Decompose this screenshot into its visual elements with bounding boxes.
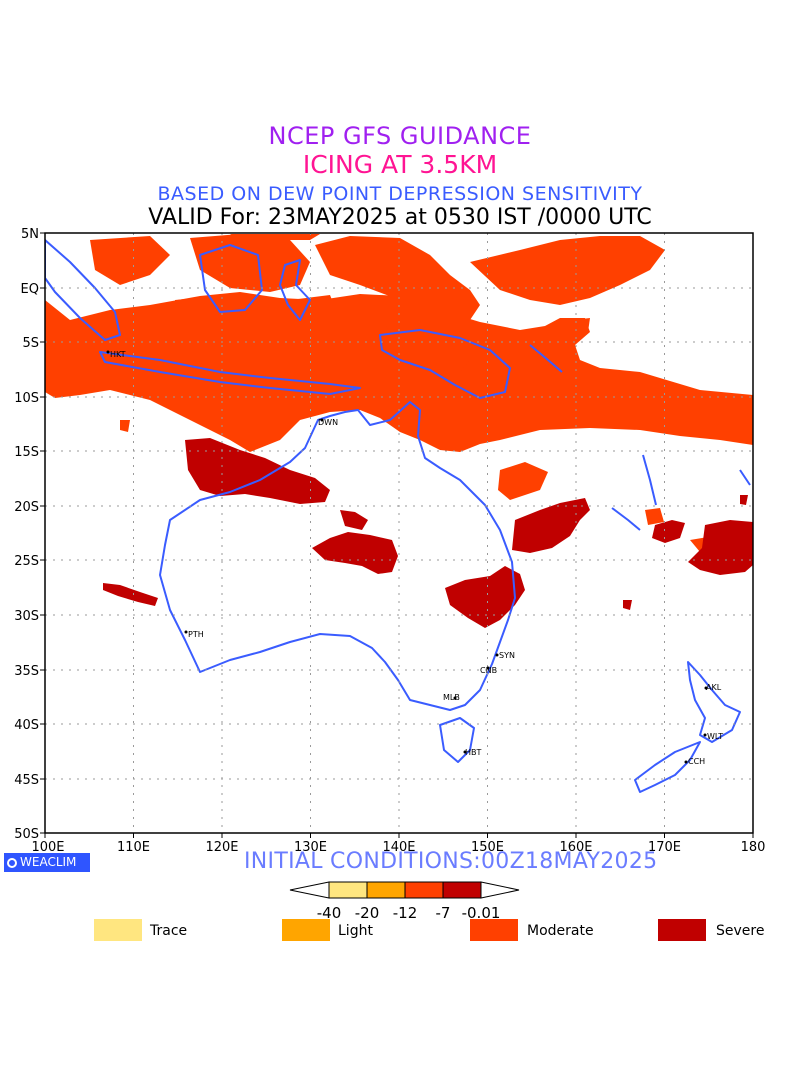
city-label-hbt: HBT [465, 748, 482, 757]
lon-label: 170E [648, 840, 681, 855]
lat-labels: 5N EQ 5S 10S 15S 20S 25S 30S 35S 40S 45S… [14, 227, 39, 842]
lat-label: 45S [14, 773, 39, 788]
city-label-cnb: CNB [480, 666, 497, 675]
lat-label: 5S [22, 336, 39, 351]
lon-labels: 100E 110E 120E 130E 140E 150E 160E 170E … [31, 840, 765, 855]
moderate-icing-regions [45, 234, 753, 552]
lon-label: 140E [382, 840, 415, 855]
lat-label: 5N [21, 227, 39, 242]
lat-label: 15S [14, 445, 39, 460]
legend-label-moderate: Moderate [527, 923, 594, 939]
title-method: BASED ON DEW POINT DEPRESSION SENSITIVIT… [157, 183, 643, 205]
severe-icing-regions [103, 438, 753, 628]
legend-swatch-moderate [470, 919, 518, 941]
lat-label: 30S [14, 609, 39, 624]
title-valid-time: VALID For: 23MAY2025 at 0530 IST /0000 U… [148, 205, 652, 230]
city-label-akl: AKL [706, 683, 722, 692]
logo-ring-icon [7, 858, 17, 868]
legend-swatch-severe [658, 919, 706, 941]
city-label-hkt: HKT [110, 350, 126, 359]
legend-label-trace: Trace [150, 923, 188, 939]
lat-label: 20S [14, 500, 39, 515]
weaclim-logo: WEACLIM [4, 853, 90, 872]
initial-conditions: INITIAL CONDITIONS:00Z18MAY2025 [244, 849, 658, 874]
lon-ticks [44, 833, 754, 838]
legend-swatch-light [282, 919, 330, 941]
lat-label: 35S [14, 664, 39, 679]
city-markers: HKT DWN PTH SYN CNB MLB HBT AKL WLT CCH [106, 350, 723, 766]
title-product: ICING AT 3.5KM [302, 150, 498, 179]
lon-label: 130E [294, 840, 327, 855]
title-model: NCEP GFS GUIDANCE [268, 122, 532, 150]
legend-label-light: Light [338, 923, 373, 939]
legend-swatch-trace [94, 919, 142, 941]
coastlines [45, 239, 751, 793]
city-label-dwn: DWN [318, 418, 338, 427]
lon-label: 120E [205, 840, 238, 855]
lat-label: 50S [14, 827, 39, 842]
gridlines [45, 233, 753, 833]
lat-label: EQ [21, 282, 39, 297]
city-label-cch: CCH [688, 757, 705, 766]
city-label-pth: PTH [188, 630, 204, 639]
lat-ticks [40, 232, 45, 834]
lon-label: 150E [471, 840, 504, 855]
legend-label-severe: Severe [716, 923, 765, 939]
lat-label: 25S [14, 554, 39, 569]
lat-label: 40S [14, 718, 39, 733]
lon-label: 110E [117, 840, 150, 855]
logo-text: WEACLIM [20, 855, 77, 869]
city-label-wlt: WLT [707, 732, 723, 741]
lat-label: 10S [14, 391, 39, 406]
lon-label: 180 [741, 840, 766, 855]
lon-label: 160E [559, 840, 592, 855]
lon-label: 100E [31, 840, 64, 855]
city-label-mlb: MLB [443, 693, 460, 702]
city-label-syn: SYN [499, 651, 515, 660]
